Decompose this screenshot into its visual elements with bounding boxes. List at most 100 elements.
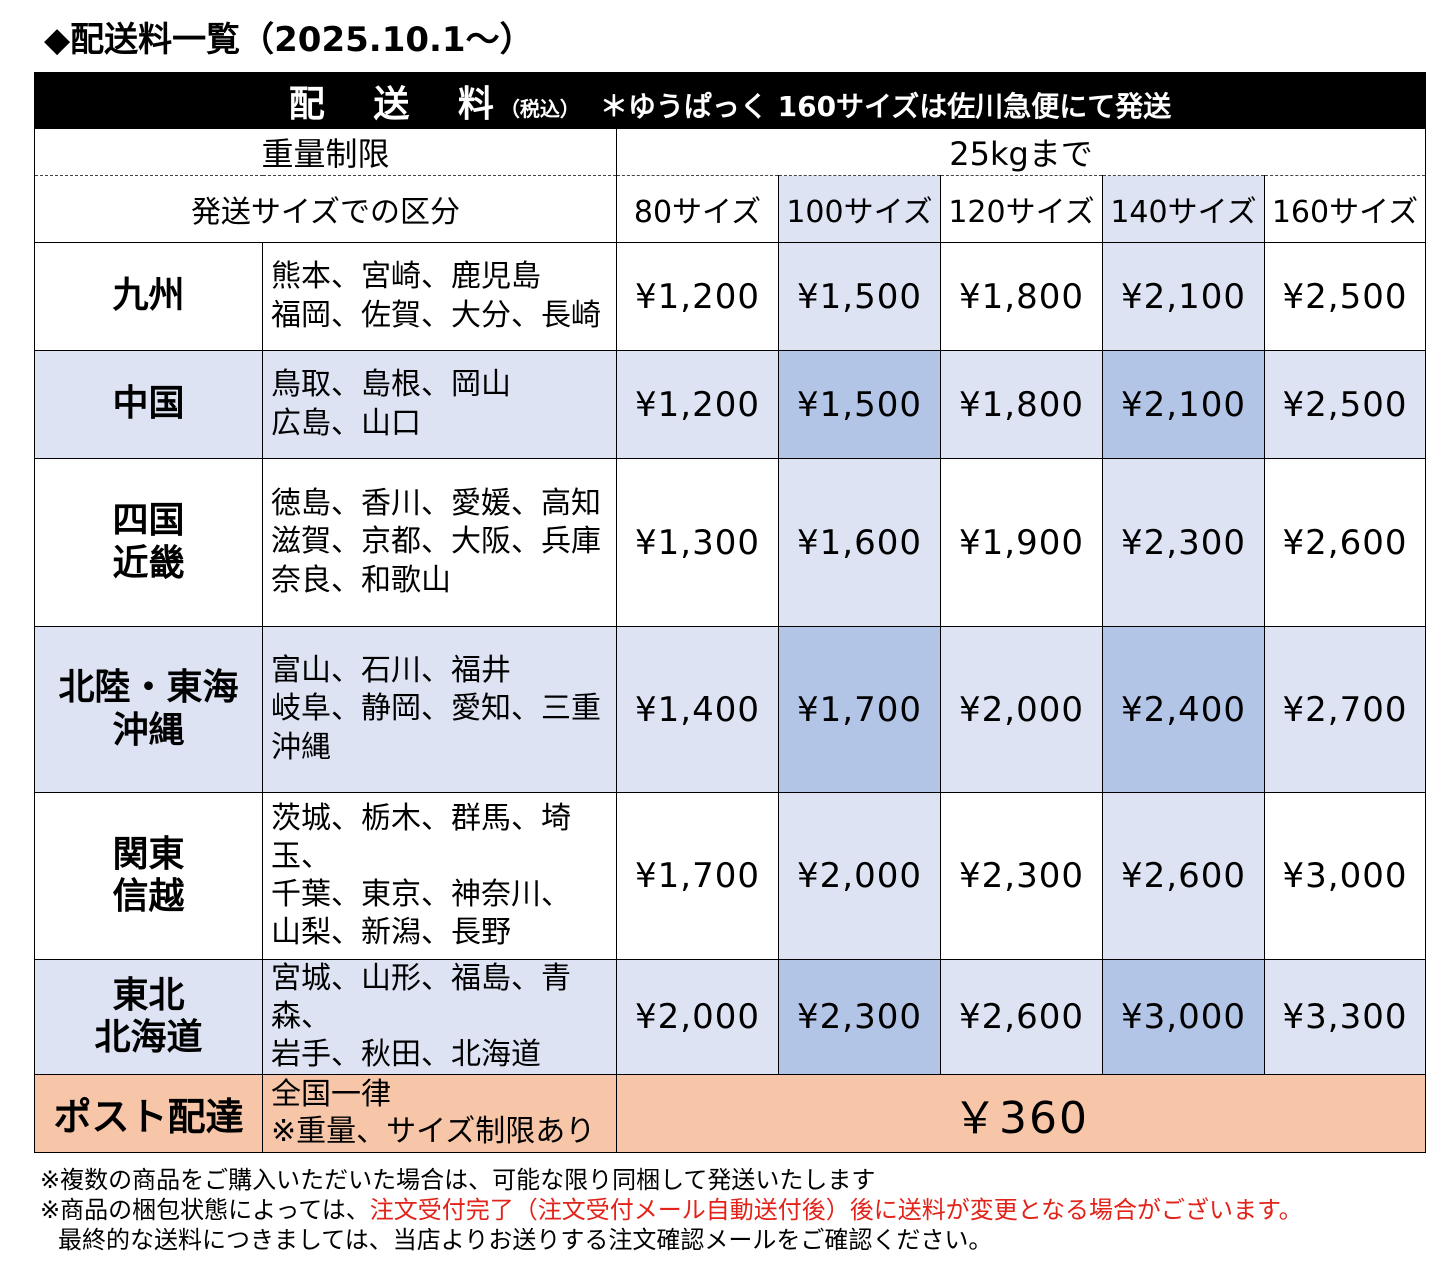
price-cell: ¥2,500: [1263, 350, 1427, 459]
prefecture-line: 富山、石川、福井: [271, 653, 511, 689]
price-cell: ¥2,600: [1102, 792, 1265, 960]
prefecture-line: 奈良、和歌山: [271, 562, 451, 598]
size-row: 発送サイズでの区分 80サイズ 100サイズ 120サイズ 140サイズ 160…: [34, 175, 1427, 243]
price-cell: ¥2,300: [940, 792, 1103, 960]
price-cell: ¥1,200: [616, 242, 779, 351]
table-row: 北陸・東海 沖縄 富山、石川、福井 岐阜、静岡、愛知、三重 沖縄 ¥1,400 ¥1,700…: [34, 626, 1427, 793]
price-cell: ¥2,300: [1102, 458, 1265, 627]
price-cell: ¥1,400: [616, 626, 779, 793]
region-name-line: 北海道: [94, 1017, 203, 1059]
table-row: 九州 熊本、宮崎、鹿児島 福岡、佐賀、大分、長崎 ¥1,200 ¥1,500 ¥1,800…: [34, 242, 1427, 351]
size-label: 発送サイズでの区分: [34, 175, 617, 243]
table-row: 中国 鳥取、島根、岡山 広島、山口 ¥1,200 ¥1,500 ¥1,800 ¥2,100 ¥…: [34, 350, 1427, 459]
region-name-line: 近畿: [112, 542, 185, 584]
price-cell: ¥2,600: [1263, 458, 1427, 627]
region-name-line: 沖縄: [112, 709, 185, 751]
weight-row: 重量制限 25kgまで: [34, 128, 1427, 176]
table-row: 関東 信越 茨城、栃木、群馬、埼玉、 千葉、東京、神奈川、 山梨、新潟、長野 ¥1,700…: [34, 792, 1427, 960]
price-cell: ¥2,000: [940, 626, 1103, 793]
prefecture-list: 熊本、宮崎、鹿児島 福岡、佐賀、大分、長崎: [262, 242, 617, 351]
region-name-line: 東北: [112, 974, 185, 1016]
weight-value: 25kgまで: [615, 128, 1427, 176]
region-name: 東北 北海道: [34, 958, 263, 1076]
price-cell: ¥3,000: [1263, 792, 1427, 960]
region-name: 九州: [34, 242, 263, 351]
prefecture-line: 千葉、東京、神奈川、: [271, 877, 571, 912]
price-cell: ¥1,700: [778, 626, 941, 793]
header-main: 配 送 料: [288, 83, 512, 125]
price-cell: ¥2,500: [1263, 242, 1427, 351]
prefecture-list: 徳島、香川、愛媛、高知 滋賀、京都、大阪、兵庫 奈良、和歌山: [262, 458, 617, 627]
size-header: 100サイズ: [778, 175, 941, 243]
footnote-1: ※複数の商品をご購入いただいた場合は、可能な限り同梱して発送いたします: [40, 1166, 876, 1194]
post-delivery-row: ポスト配達 全国一律 ※重量、サイズ制限あり ￥360: [34, 1074, 1427, 1154]
prefecture-line: 鳥取、島根、岡山: [271, 367, 511, 403]
price-cell: ¥3,300: [1263, 958, 1427, 1076]
footnote-2: ※商品の梱包状態によっては、注文受付完了（注文受付メール自動送付後）後に送料が変…: [40, 1195, 1303, 1225]
size-header: 140サイズ: [1102, 175, 1265, 243]
weight-label: 重量制限: [34, 128, 617, 176]
region-name: 四国 近畿: [34, 458, 263, 627]
prefecture-line: 沖縄: [271, 729, 331, 765]
price-cell: ¥1,200: [616, 350, 779, 459]
price-cell: ¥3,000: [1102, 958, 1265, 1076]
price-cell: ¥1,500: [778, 242, 941, 351]
price-cell: ¥1,800: [940, 242, 1103, 351]
price-cell: ¥2,400: [1102, 626, 1265, 793]
shipping-rate-table: 配 送 料（税込） ＊ゆうぱっく 160サイズは佐川急便にて発送 重量制限 25k…: [33, 72, 1427, 1154]
prefecture-list: 茨城、栃木、群馬、埼玉、 千葉、東京、神奈川、 山梨、新潟、長野: [262, 792, 617, 960]
prefecture-line: 徳島、香川、愛媛、高知: [271, 486, 601, 522]
region-name-line: 北陸・東海: [58, 667, 239, 709]
table-row: 東北 北海道 宮城、山形、福島、青森、 岩手、秋田、北海道 ¥2,000 ¥2,300 ¥2…: [34, 958, 1427, 1076]
prefecture-list: 宮城、山形、福島、青森、 岩手、秋田、北海道: [262, 958, 617, 1076]
price-cell: ¥1,300: [616, 458, 779, 627]
footnote-3: 最終的な送料につきましては、当店よりお送りする注文確認メールをご確認ください。: [58, 1226, 993, 1254]
price-cell: ¥1,900: [940, 458, 1103, 627]
price-cell: ¥2,700: [1263, 626, 1427, 793]
region-name: 北陸・東海 沖縄: [34, 626, 263, 793]
price-cell: ¥2,100: [1102, 350, 1265, 459]
size-header: 120サイズ: [940, 175, 1103, 243]
post-delivery-desc-line: ※重量、サイズ制限あり: [271, 1113, 596, 1149]
size-header: 160サイズ: [1263, 175, 1427, 243]
price-cell: ¥1,600: [778, 458, 941, 627]
prefecture-list: 鳥取、島根、岡山 広島、山口: [262, 350, 617, 459]
price-cell: ¥1,500: [778, 350, 941, 459]
price-cell: ¥1,800: [940, 350, 1103, 459]
prefecture-line: 茨城、栃木、群馬、埼玉、: [271, 800, 571, 874]
price-cell: ¥2,000: [778, 792, 941, 960]
region-name: 中国: [34, 350, 263, 459]
post-delivery-desc: 全国一律 ※重量、サイズ制限あり: [262, 1074, 617, 1154]
price-cell: ¥2,300: [778, 958, 941, 1076]
prefecture-line: 山梨、新潟、長野: [271, 915, 511, 951]
region-name-line: 信越: [112, 876, 185, 917]
prefecture-line: 福岡、佐賀、大分、長崎: [271, 297, 601, 333]
prefecture-line: 熊本、宮崎、鹿児島: [271, 259, 541, 295]
page-title: ◆配送料一覧（2025.10.1～）: [44, 20, 534, 60]
footnotes: ※複数の商品をご購入いただいた場合は、可能な限り同梱して発送いたします ※商品の…: [40, 1165, 1303, 1255]
header-note: ＊ゆうぱっく 160サイズは佐川急便にて発送: [599, 89, 1172, 123]
table-row: 四国 近畿 徳島、香川、愛媛、高知 滋賀、京都、大阪、兵庫 奈良、和歌山 ¥1,300 ¥1…: [34, 458, 1427, 627]
post-delivery-desc-line: 全国一律: [271, 1077, 391, 1113]
post-delivery-price: ￥360: [615, 1074, 1427, 1154]
price-cell: ¥2,600: [940, 958, 1103, 1076]
prefecture-line: 広島、山口: [271, 405, 421, 441]
post-delivery-label: ポスト配達: [34, 1074, 263, 1154]
region-name-line: 九州: [112, 275, 185, 317]
footnote-2-warning: 注文受付完了（注文受付メール自動送付後）後に送料が変更となる場合がございます。: [369, 1196, 1303, 1224]
table-header: 配 送 料（税込） ＊ゆうぱっく 160サイズは佐川急便にて発送: [33, 72, 1427, 129]
price-cell: ¥1,700: [616, 792, 779, 960]
region-name-line: 中国: [112, 383, 185, 425]
prefecture-line: 岐阜、静岡、愛知、三重: [271, 691, 601, 727]
prefecture-list: 富山、石川、福井 岐阜、静岡、愛知、三重 沖縄: [262, 626, 617, 793]
table-header-row: 配 送 料（税込） ＊ゆうぱっく 160サイズは佐川急便にて発送: [33, 72, 1427, 129]
region-name-line: 関東: [112, 833, 185, 875]
region-name: 関東 信越: [34, 792, 263, 960]
header-tax: （税込）: [499, 96, 580, 121]
prefecture-line: 宮城、山形、福島、青森、: [271, 961, 571, 1035]
region-name-line: 四国: [112, 500, 185, 542]
prefecture-line: 滋賀、京都、大阪、兵庫: [271, 524, 601, 560]
footnote-2-prefix: ※商品の梱包状態によっては、: [40, 1196, 370, 1224]
price-cell: ¥2,100: [1102, 242, 1265, 351]
size-header: 80サイズ: [616, 175, 779, 243]
